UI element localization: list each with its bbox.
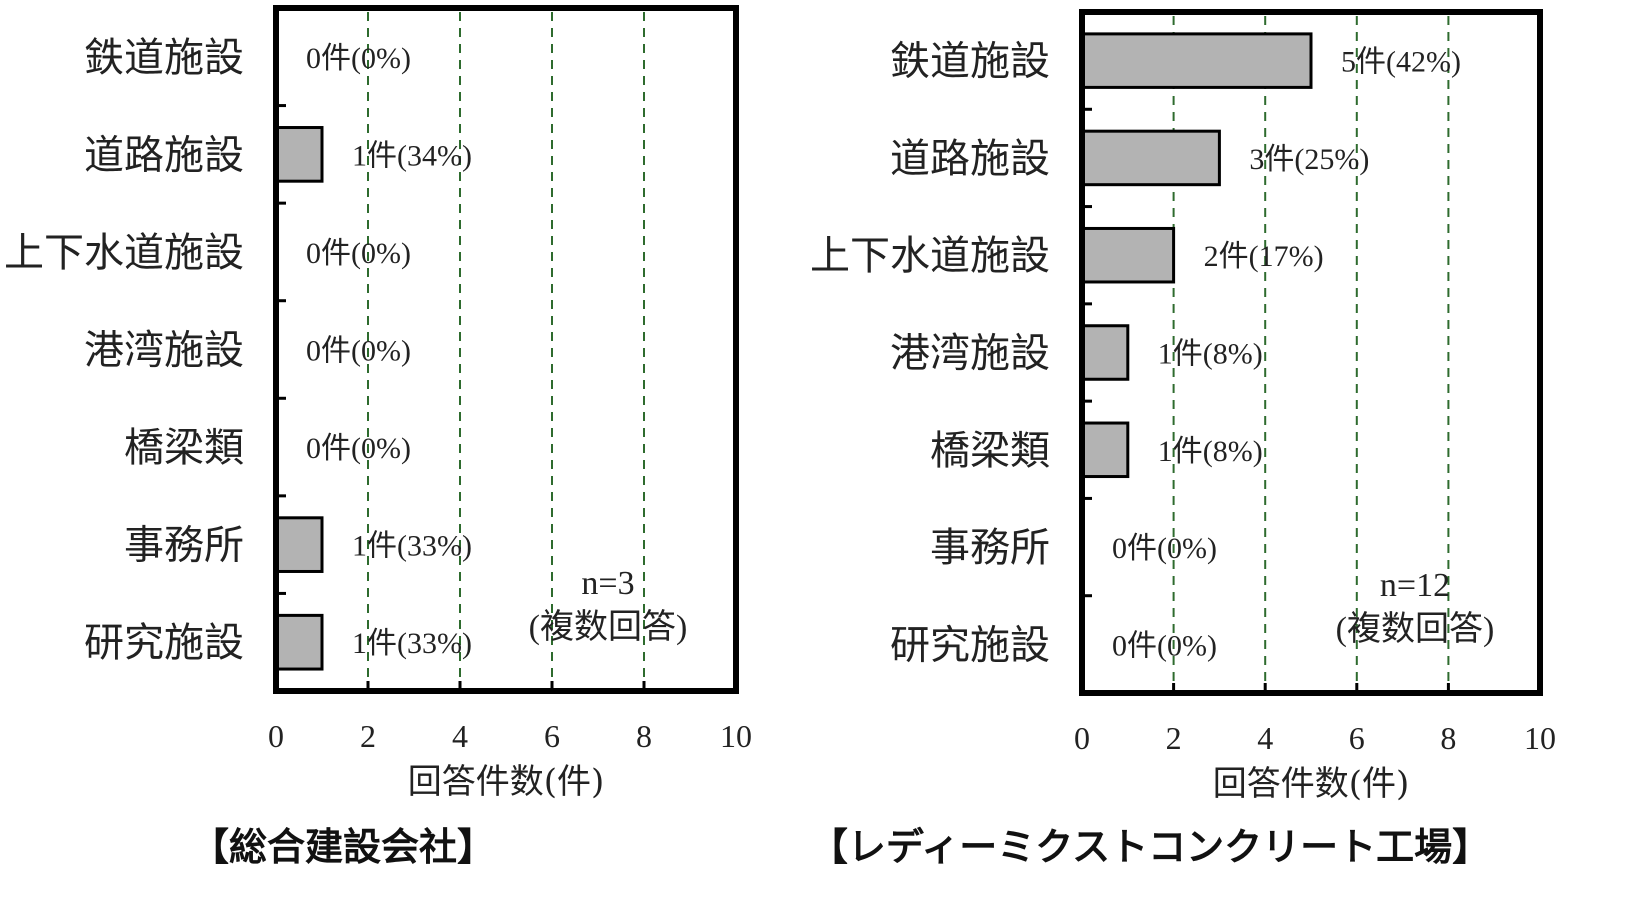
value-label: 2件(17%) — [1204, 240, 1324, 273]
x-tick-label: 0 — [1074, 720, 1090, 756]
category-label: 鉄道施設 — [84, 35, 244, 81]
plot-frame — [1079, 9, 1543, 696]
category-label: 事務所 — [124, 523, 244, 569]
x-tick-label: 8 — [1440, 720, 1456, 756]
x-axis-title: 回答件数(件) — [408, 762, 605, 802]
value-label: 1件(34%) — [352, 139, 472, 172]
x-tick-label: 6 — [1349, 720, 1365, 756]
value-label: 1件(33%) — [352, 530, 472, 563]
value-label: 1件(8%) — [1158, 338, 1263, 371]
x-tick-label: 0 — [268, 718, 284, 754]
x-tick-label: 4 — [1257, 720, 1273, 756]
x-tick-label: 10 — [720, 718, 752, 754]
sample-note: n=12 — [1380, 567, 1450, 604]
plot-frame — [273, 5, 739, 694]
x-tick-label: 4 — [452, 718, 468, 754]
x-tick-label: 10 — [1524, 720, 1556, 756]
category-label: 上下水道施設 — [4, 230, 244, 276]
category-label: 橋梁類 — [124, 425, 244, 471]
category-label: 上下水道施設 — [810, 233, 1050, 279]
x-tick-label: 2 — [360, 718, 376, 754]
gridlines — [1172, 16, 1450, 693]
bar — [1080, 129, 1221, 187]
category-label: 道路施設 — [890, 136, 1050, 182]
bar — [1080, 324, 1130, 381]
x-tick-label: 2 — [1166, 720, 1182, 756]
chart-panel-2: 鉄道施設 5件(42%) 道路施設 3件(25%) 上下水道施設 2件(17%) 港湾施設 1… — [810, 9, 1556, 869]
category-label: 港湾施設 — [890, 331, 1050, 377]
value-label: 0件(0%) — [306, 42, 411, 75]
value-label: 0件(0%) — [306, 432, 411, 465]
value-label: 5件(42%) — [1341, 46, 1461, 79]
value-label: 0件(0%) — [306, 335, 411, 368]
category-label: 事務所 — [930, 525, 1050, 571]
chart-caption: 【レディーミクストコンクリート工場】 — [810, 825, 1490, 869]
category-label: 道路施設 — [84, 132, 244, 178]
value-label: 3件(25%) — [1249, 143, 1369, 176]
bar — [1080, 226, 1176, 284]
chart-panel-1: 鉄道施設 0件(0%) 道路施設 1件(34%) 上下水道施設 0件(0%) 港湾施設 0件(… — [4, 5, 752, 869]
bar — [1080, 421, 1130, 479]
x-tick-label: 8 — [636, 718, 652, 754]
sample-note: (複数回答) — [1336, 610, 1495, 648]
bar — [274, 516, 324, 573]
x-tick-label: 6 — [544, 718, 560, 754]
category-label: 橋梁類 — [930, 428, 1050, 474]
value-label: 0件(0%) — [1112, 532, 1217, 565]
category-label: 港湾施設 — [84, 328, 244, 374]
gridlines — [366, 12, 646, 691]
category-label: 研究施設 — [890, 622, 1050, 668]
value-label: 0件(0%) — [306, 237, 411, 270]
value-label: 0件(0%) — [1112, 629, 1217, 662]
value-label: 1件(8%) — [1158, 435, 1263, 468]
x-axis-title: 回答件数(件) — [1213, 764, 1410, 804]
category-label: 研究施設 — [84, 620, 244, 666]
bar — [274, 613, 324, 671]
sample-note: n=3 — [581, 565, 634, 602]
chart-caption: 【総合建設会社】 — [191, 825, 495, 869]
bar — [1080, 32, 1313, 89]
sample-note: (複数回答) — [529, 608, 688, 646]
value-label: 1件(33%) — [352, 627, 472, 660]
bar — [274, 126, 324, 183]
category-label: 鉄道施設 — [890, 39, 1050, 85]
